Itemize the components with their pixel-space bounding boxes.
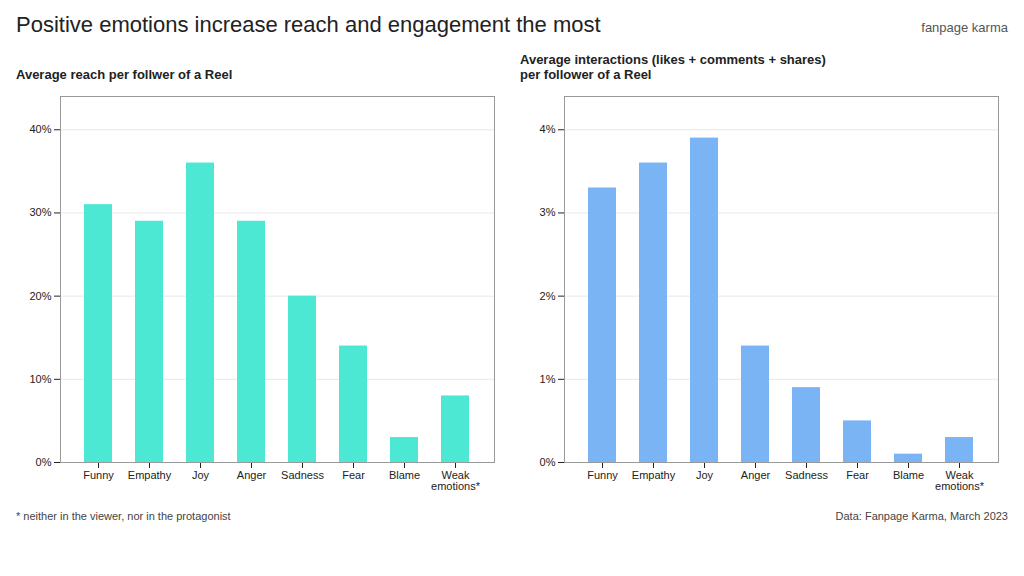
svg-text:Anger: Anger — [237, 469, 267, 481]
svg-text:Funny: Funny — [83, 469, 114, 481]
svg-text:2%: 2% — [540, 290, 556, 302]
svg-text:3%: 3% — [540, 206, 556, 218]
html-text:Data: Fanpage Karma, March 202: Data: Fanpage Karma, March 2023 — [835, 510, 1008, 522]
svg-text:Anger: Anger — [741, 469, 771, 481]
svg-text:Sadness: Sadness — [281, 469, 324, 481]
svg-text:4%: 4% — [540, 123, 556, 135]
svg-text:Weakemotions*: Weakemotions* — [935, 469, 985, 492]
svg-text:0%: 0% — [36, 456, 52, 468]
svg-text:Joy: Joy — [696, 469, 714, 481]
svg-text:Empathy: Empathy — [632, 469, 676, 481]
html-text:Positive emotions increase rea: Positive emotions increase reach and eng… — [16, 12, 601, 37]
svg-text:1%: 1% — [540, 373, 556, 385]
svg-text:Empathy: Empathy — [128, 469, 172, 481]
svg-text:Sadness: Sadness — [785, 469, 828, 481]
svg-text:40%: 40% — [29, 123, 51, 135]
svg-text:Joy: Joy — [192, 469, 210, 481]
html-text:* neither in the viewer, nor i: * neither in the viewer, nor in the prot… — [16, 510, 231, 522]
svg-text:Funny: Funny — [587, 469, 618, 481]
html-text:fanpage karma: fanpage karma — [921, 20, 1008, 35]
svg-text:20%: 20% — [29, 290, 51, 302]
html-text:Average reach per follwer of a: Average reach per follwer of a Reel — [16, 67, 233, 82]
svg-text:Blame: Blame — [389, 469, 420, 481]
svg-text:Blame: Blame — [893, 469, 924, 481]
svg-text:10%: 10% — [29, 373, 51, 385]
svg-text:Weakemotions*: Weakemotions* — [431, 469, 481, 492]
svg-text:Fear: Fear — [342, 469, 365, 481]
html-text:Average interactions (likes +: Average interactions (likes + comments +… — [520, 52, 826, 82]
svg-text:30%: 30% — [29, 206, 51, 218]
svg-text:0%: 0% — [540, 456, 556, 468]
svg-text:Fear: Fear — [846, 469, 869, 481]
